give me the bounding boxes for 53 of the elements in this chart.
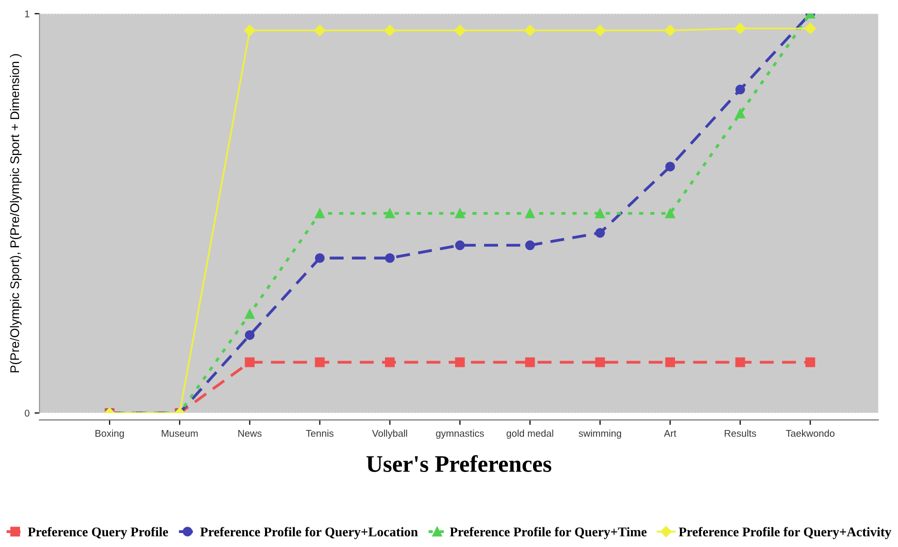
x-tick-label: Museum — [162, 430, 198, 437]
point — [664, 24, 676, 36]
point — [594, 24, 606, 36]
point — [385, 253, 395, 263]
legend-label: Preference Profile for Query+Location — [200, 526, 418, 540]
point — [805, 357, 816, 368]
point — [735, 84, 746, 94]
point — [595, 228, 605, 238]
x-tick-label: Taekwondo — [786, 430, 834, 437]
x-tick-label: gold medal — [506, 430, 554, 439]
point — [244, 357, 255, 368]
point — [244, 330, 255, 340]
x-tick-label: Art — [664, 430, 676, 437]
point — [665, 357, 675, 368]
x-tick-label: gymnastics — [436, 430, 484, 439]
y-tick-label: 1 — [25, 10, 30, 18]
point — [314, 24, 326, 36]
point — [314, 253, 325, 263]
point — [525, 357, 535, 368]
point — [455, 357, 465, 368]
point — [595, 208, 605, 218]
legend-label: Preference Profile for Query+Time — [450, 526, 647, 540]
point — [385, 208, 395, 218]
point — [734, 22, 746, 34]
point — [525, 240, 535, 250]
legend-label: Preference Query Profile — [28, 526, 168, 540]
x-tick-label: Results — [724, 430, 756, 437]
point — [525, 208, 535, 218]
point — [735, 108, 746, 118]
x-axis-title: User's Preferences — [366, 455, 552, 472]
legend-label: Preference Profile for Query+Activity — [678, 526, 892, 540]
point — [244, 309, 255, 319]
x-tick-label: Boxing — [96, 430, 124, 439]
x-tick-label: Tennis — [306, 430, 334, 437]
point — [454, 24, 466, 36]
point — [524, 24, 536, 36]
point — [314, 208, 325, 218]
point — [595, 357, 605, 368]
point — [735, 357, 746, 368]
point — [244, 24, 256, 36]
point — [665, 162, 675, 172]
point — [385, 357, 395, 368]
point — [455, 240, 465, 250]
point — [314, 357, 325, 368]
point — [804, 22, 816, 34]
x-tick-label: swimming — [578, 430, 622, 439]
point — [455, 208, 465, 218]
y-tick-label: 0 — [24, 410, 30, 417]
y-axis-title: P(Pre/Olympic Sport), P(Pre/Olympic Sport + Dimension ) — [10, 54, 22, 372]
x-tick-label: Vollyball — [372, 430, 408, 439]
point — [384, 24, 396, 36]
x-tick-label: News — [238, 430, 262, 437]
point — [665, 208, 675, 218]
